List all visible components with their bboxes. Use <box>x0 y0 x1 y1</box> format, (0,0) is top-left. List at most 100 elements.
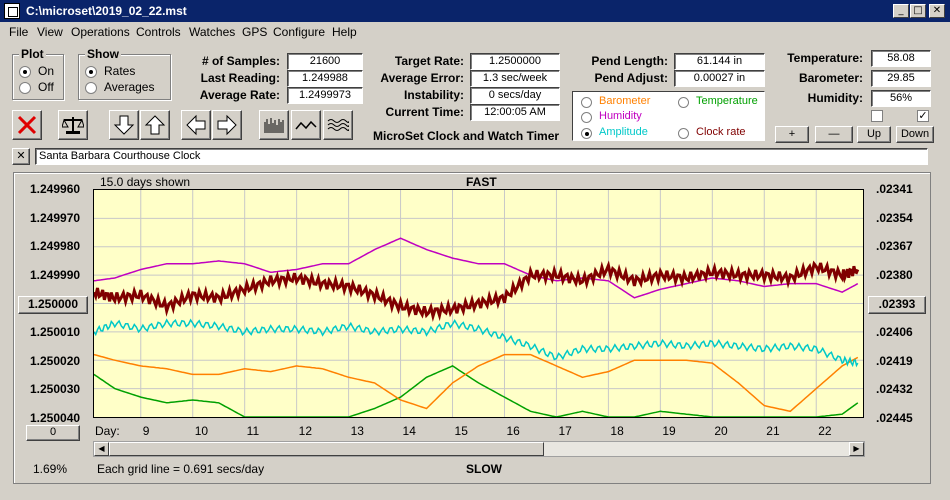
x-tick: 21 <box>766 424 780 438</box>
arrow-up-button[interactable] <box>140 110 170 140</box>
wave-view-button[interactable] <box>323 110 353 140</box>
scroll-right-arrow-icon[interactable]: ▶ <box>849 442 864 456</box>
target-rate-label: Target Rate: <box>394 54 464 68</box>
arrow-right-button[interactable] <box>212 110 242 140</box>
barometer-field: 29.85 <box>871 70 931 87</box>
clock-name-field[interactable]: Santa Barbara Courthouse Clock <box>35 148 928 165</box>
arrow-down-icon <box>113 115 135 135</box>
barometer-radio[interactable] <box>581 97 592 108</box>
humidity-label: Humidity: <box>807 91 863 105</box>
y-tick-left: 1.249990 <box>30 267 81 282</box>
x-tick: 13 <box>350 424 364 438</box>
right-checkbox[interactable]: ✓ <box>917 110 929 122</box>
plot-on-radio[interactable] <box>19 66 31 78</box>
sensor-options-panel: Barometer Temperature Humidity Amplitude… <box>572 91 765 141</box>
minimize-button[interactable]: _ <box>893 4 909 18</box>
plot-off-label: Off <box>38 80 54 94</box>
x-tick: 19 <box>662 424 676 438</box>
rate-chart <box>94 190 863 417</box>
show-rates-radio[interactable] <box>85 66 97 78</box>
menu-configure[interactable]: Configure <box>273 25 326 39</box>
menu-gps[interactable]: GPS <box>242 25 268 39</box>
temperature-radio[interactable] <box>678 97 689 108</box>
clock-close-button[interactable]: ✕ <box>12 148 30 165</box>
pend-adjust-label: Pend Adjust: <box>594 71 668 85</box>
show-averages-label: Averages <box>104 80 155 94</box>
line-view-button[interactable] <box>291 110 321 140</box>
temperature-field: 58.08 <box>871 50 931 67</box>
x-tick: 15 <box>454 424 468 438</box>
scale-icon <box>62 117 84 134</box>
app-caption: MicroSet Clock and Watch Timer <box>373 129 560 143</box>
y-tick-right: .02380 <box>876 267 913 282</box>
y-tick-right: .02432 <box>876 382 913 397</box>
plot-group: Plot On Off <box>12 47 64 100</box>
balance-button[interactable] <box>58 110 88 140</box>
maximize-button[interactable]: □ <box>910 4 926 18</box>
plot-on-label: On <box>38 64 55 78</box>
y-tick-right: .02406 <box>876 325 913 340</box>
red-x-icon <box>17 115 37 135</box>
temperature-label: Temperature: <box>787 51 863 65</box>
average-error-field: 1.3 sec/week <box>470 70 560 87</box>
line-chart-icon <box>295 120 317 130</box>
arrow-up-icon <box>144 115 166 135</box>
plot-group-title: Plot <box>19 47 46 61</box>
y-tick-left: 1.250020 <box>30 353 81 368</box>
y-tick-right: .02367 <box>876 239 913 254</box>
center-amplitude-button[interactable]: .02393 <box>868 296 926 314</box>
menu-file[interactable]: File <box>9 25 29 39</box>
clear-button[interactable] <box>12 110 42 140</box>
y-tick-right: .02341 <box>876 182 913 196</box>
clock-rate-radio[interactable] <box>678 128 689 139</box>
down-button[interactable]: Down <box>896 126 934 143</box>
menu-watches[interactable]: Watches <box>189 25 236 39</box>
current-time-label: Current Time: <box>385 105 464 119</box>
humidity-option-label: Humidity <box>599 110 642 122</box>
app-icon <box>4 3 20 19</box>
show-group: Show Rates Averages <box>78 47 171 100</box>
target-rate-field[interactable]: 1.2500000 <box>470 53 560 70</box>
instability-field: 0 secs/day <box>470 87 560 104</box>
y-tick-right: .02445 <box>876 411 913 425</box>
amplitude-radio[interactable] <box>581 128 592 139</box>
up-button[interactable]: Up <box>857 126 891 143</box>
x-tick: 11 <box>246 424 260 438</box>
plot-area <box>93 189 864 418</box>
minus-button[interactable]: — <box>815 126 853 143</box>
bars-view-button[interactable] <box>259 110 289 140</box>
series-humidity <box>94 237 859 299</box>
window-title: C:\microset\2019_02_22.mst <box>26 4 187 18</box>
arrow-down-button[interactable] <box>109 110 139 140</box>
x-tick: 17 <box>558 424 572 438</box>
temperature-option-label: Temperature <box>696 95 758 107</box>
days-shown-label: 15.0 days shown <box>100 175 191 189</box>
pend-adjust-field[interactable]: 0.00027 in <box>674 70 765 87</box>
offset-button[interactable]: 0 <box>26 425 80 441</box>
y-tick-left: 1.249980 <box>30 239 81 254</box>
series-amplitude <box>94 318 859 368</box>
show-group-title: Show <box>85 47 121 61</box>
left-checkbox[interactable] <box>871 110 883 122</box>
humidity-radio[interactable] <box>581 112 592 123</box>
menu-help[interactable]: Help <box>332 25 357 39</box>
menu-view[interactable]: View <box>37 25 63 39</box>
close-window-button[interactable]: ✕ <box>929 4 945 18</box>
show-averages-radio[interactable] <box>85 82 97 94</box>
wave-icon <box>327 119 349 131</box>
center-rate-button[interactable]: 1.250000 <box>18 296 88 314</box>
scroll-left-arrow-icon[interactable]: ◀ <box>94 442 109 456</box>
plus-button[interactable]: + <box>775 126 809 143</box>
menu-controls[interactable]: Controls <box>136 25 181 39</box>
amplitude-option-label: Amplitude <box>599 126 648 138</box>
average-error-label: Average Error: <box>380 71 464 85</box>
scrollbar-thumb[interactable] <box>109 442 544 456</box>
arrow-right-icon <box>217 114 237 136</box>
plot-off-radio[interactable] <box>19 82 31 94</box>
arrow-left-button[interactable] <box>181 110 211 140</box>
time-scrollbar[interactable]: ◀ ▶ <box>93 441 865 457</box>
y-tick-right: .02354 <box>876 210 913 225</box>
x-tick: 18 <box>610 424 624 438</box>
x-tick: 14 <box>402 424 416 438</box>
menu-operations[interactable]: Operations <box>71 25 130 39</box>
